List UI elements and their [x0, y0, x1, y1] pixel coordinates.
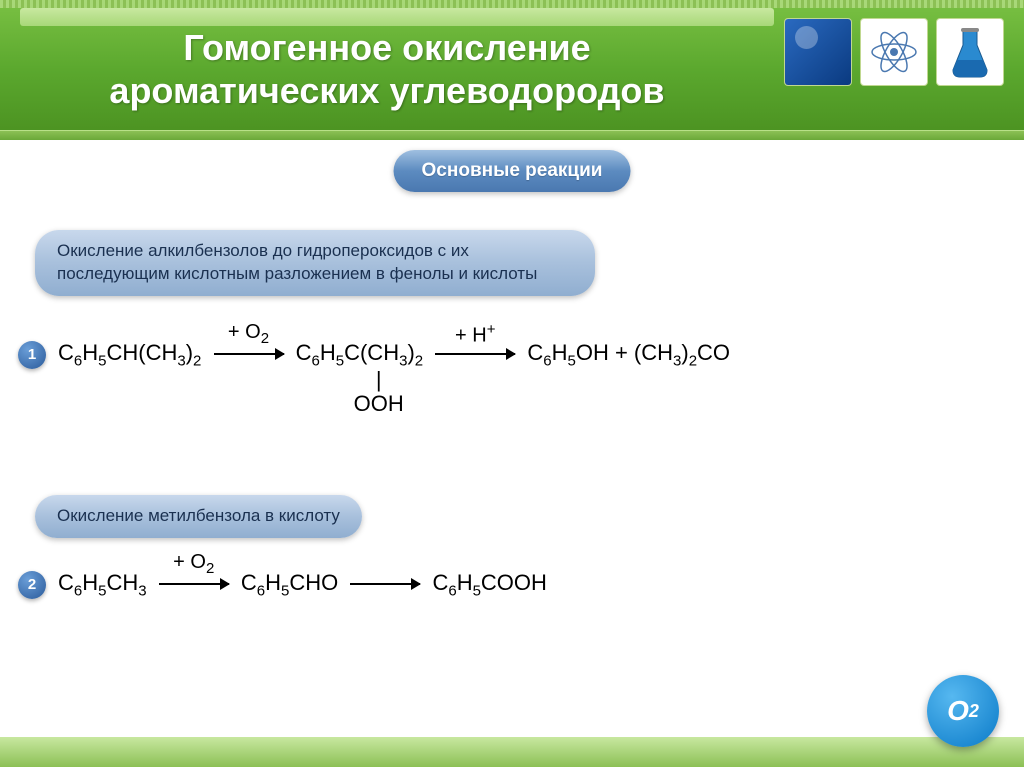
- eq1-ooh-branch: |OOH: [354, 368, 404, 416]
- title-line-2: ароматических углеводородов: [109, 70, 664, 111]
- eq2-reactant: C6H5CH3: [58, 570, 147, 595]
- slide-header: Гомогенное окисление ароматических углев…: [0, 0, 1024, 140]
- subsection-2-pill: Окисление метилбензола в кислоту: [35, 495, 362, 538]
- thumb-atom: [860, 18, 928, 86]
- o2-logo-badge: O2: [927, 675, 999, 747]
- header-decor-top: [0, 0, 1024, 8]
- eq2-intermediate: C6H5CHO: [241, 570, 338, 595]
- header-decor-bottom: [0, 130, 1024, 140]
- eq1-cond-1: + O2: [214, 321, 284, 347]
- o2-label: O: [947, 695, 969, 727]
- equation-1: C6H5CH(CH3)2 + O2 C6H5C(CH3)2 |OOH + H+ …: [58, 340, 730, 369]
- eq1-intermediate: C6H5C(CH3)2 |OOH: [296, 340, 423, 369]
- slide-title: Гомогенное окисление ароматических углев…: [0, 26, 774, 112]
- equation-1-badge: 1: [18, 341, 46, 369]
- eq1-cond-2: + H+: [435, 321, 515, 348]
- thumb-flask: [936, 18, 1004, 86]
- header-thumbnails: [784, 18, 1004, 86]
- eq1-arrow-2: + H+: [435, 353, 515, 355]
- subsection-2-wrap: Окисление метилбензола в кислоту: [35, 495, 362, 538]
- footer-decor: [0, 737, 1024, 767]
- equation-2-row: 2 C6H5CH3 + O2 C6H5CHO C6H5COOH: [18, 570, 1004, 599]
- subsection-1-wrap: Окисление алкилбензолов до гидропероксид…: [35, 230, 595, 296]
- eq2-arrow-1: + O2: [159, 583, 229, 585]
- eq2-cond-1: + O2: [159, 551, 229, 577]
- thumb-abstract: [784, 18, 852, 86]
- equation-2: C6H5CH3 + O2 C6H5CHO C6H5COOH: [58, 570, 547, 599]
- eq1-reactant: C6H5CH(CH3)2: [58, 340, 201, 365]
- eq2-product: C6H5COOH: [432, 570, 546, 595]
- header-accent-bar: [20, 8, 774, 26]
- equation-2-badge: 2: [18, 571, 46, 599]
- eq2-arrow-2: [350, 583, 420, 585]
- eq1-arrow-1: + O2: [214, 353, 284, 355]
- subsection-1-pill: Окисление алкилбензолов до гидропероксид…: [35, 230, 595, 296]
- eq1-product: C6H5OH + (CH3)2CO: [527, 340, 730, 365]
- title-line-1: Гомогенное окисление: [183, 27, 590, 68]
- main-reactions-pill: Основные реакции: [394, 150, 631, 192]
- o2-sub: 2: [969, 701, 979, 722]
- equation-1-row: 1 C6H5CH(CH3)2 + O2 C6H5C(CH3)2 |OOH + H…: [18, 340, 1004, 369]
- slide-content: Основные реакции Окисление алкилбензолов…: [0, 140, 1024, 180]
